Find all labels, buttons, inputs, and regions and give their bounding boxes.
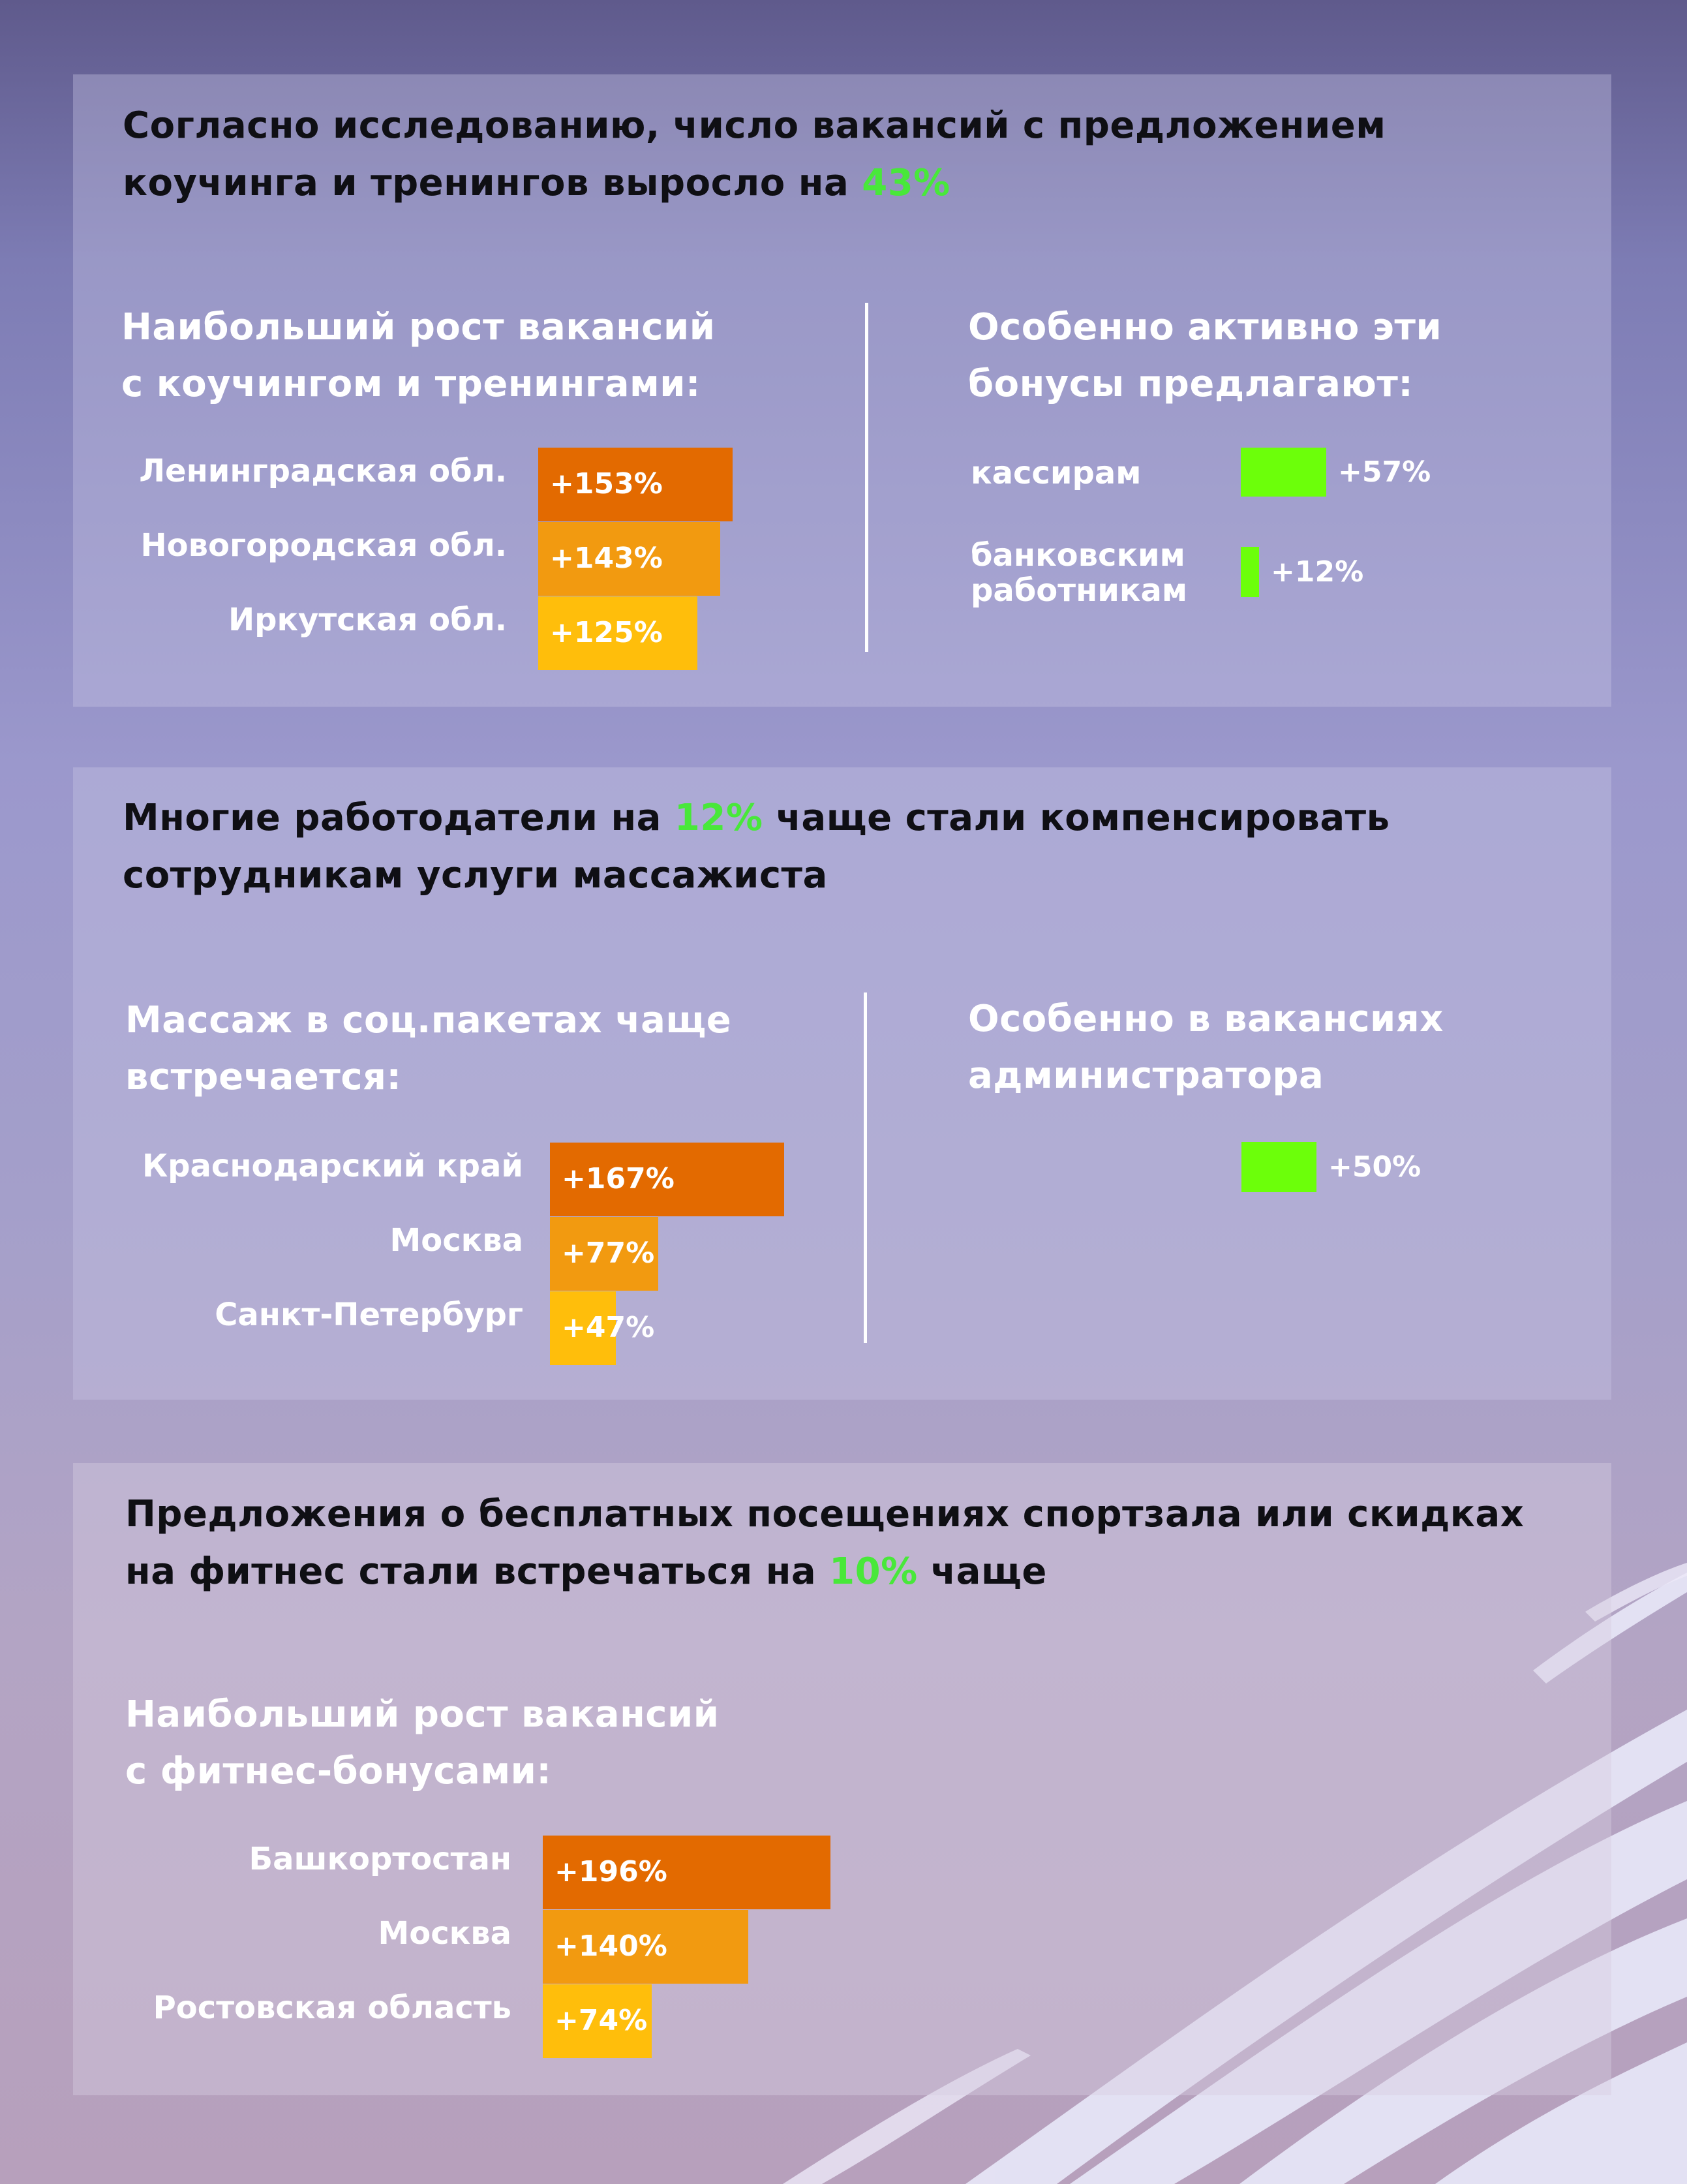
bar — [550, 1291, 616, 1365]
category-label: Ленинградская обл. — [139, 453, 507, 489]
category-label: Башкортостан — [249, 1841, 512, 1877]
data-label: +153% — [550, 467, 663, 500]
category-label: кассирам — [971, 455, 1142, 491]
subtitle-massage-admin: Особенно в вакансиях администратора — [968, 998, 1444, 1097]
data-label: +77% — [562, 1237, 655, 1270]
bar — [543, 1836, 830, 1909]
data-label: +125% — [550, 616, 663, 649]
bar — [1241, 547, 1259, 597]
data-label: +196% — [555, 1855, 667, 1888]
data-label: +47% — [562, 1311, 655, 1344]
data-label: +12% — [1271, 555, 1364, 589]
data-label: +140% — [555, 1930, 667, 1963]
divider — [865, 303, 868, 652]
category-label: Ростовская область — [153, 1990, 511, 2026]
headline-coaching: Согласно исследованию, число вакансий с … — [123, 104, 1386, 204]
category-label: банковским работникам — [971, 537, 1188, 609]
subtitle-massage-regions: Массаж в соц.пакетах чаще встречается: — [125, 999, 732, 1098]
data-label: +50% — [1328, 1150, 1421, 1184]
bar — [543, 1984, 652, 2058]
data-label: +143% — [550, 542, 663, 575]
data-label: +57% — [1338, 455, 1431, 489]
bar — [550, 1217, 658, 1291]
panel-fitness: Предложения о бесплатных посещениях спор… — [73, 1463, 1611, 2095]
bar — [538, 596, 697, 670]
category-label: Иркутская обл. — [228, 602, 507, 638]
headline-massage: Многие работодатели на 12% чаще стали ко… — [123, 797, 1390, 897]
data-label: +167% — [562, 1162, 675, 1195]
subtitle-fitness-regions: Наибольший рост вакансий с фитнес-бонуса… — [125, 1693, 720, 1792]
category-label: Санкт-Петербург — [215, 1297, 523, 1333]
bar — [550, 1143, 784, 1216]
bar — [1241, 1142, 1316, 1192]
subtitle-coaching-professions: Особенно активно эти бонусы предлагают: — [968, 306, 1442, 405]
bar — [538, 522, 720, 596]
bar — [1241, 448, 1326, 497]
category-label: Новогородская обл. — [140, 527, 508, 564]
divider — [864, 992, 867, 1343]
data-label: +74% — [555, 2004, 648, 2037]
subtitle-coaching-growth: Наибольший рост вакансий с коучингом и т… — [121, 306, 716, 405]
category-label: Краснодарский край — [142, 1148, 523, 1184]
category-label: Москва — [378, 1915, 511, 1952]
headline-fitness: Предложения о бесплатных посещениях спор… — [125, 1493, 1525, 1593]
bar — [543, 1910, 748, 1984]
panel-coaching: Согласно исследованию, число вакансий с … — [73, 74, 1611, 707]
category-label: Москва — [389, 1222, 523, 1259]
panel-massage: Многие работодатели на 12% чаще стали ко… — [73, 767, 1611, 1400]
bar — [538, 448, 733, 521]
